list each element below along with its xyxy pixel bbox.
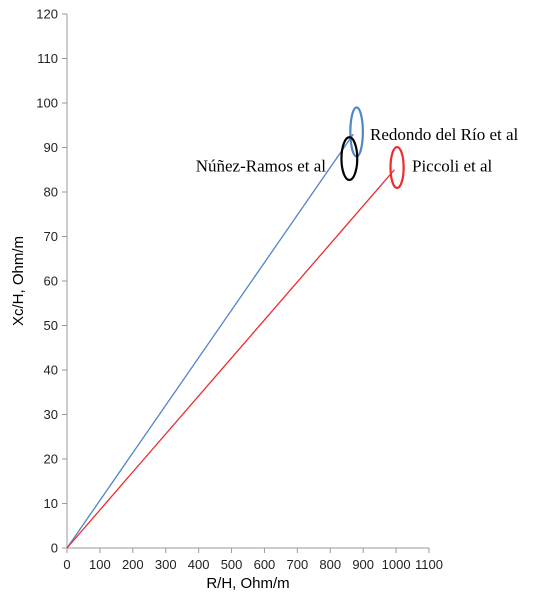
- x-tick-label: 600: [254, 557, 276, 572]
- axes: [66, 14, 429, 549]
- x-tick-label: 200: [122, 557, 144, 572]
- y-tick-label: 0: [51, 541, 58, 556]
- x-ticks: 0 100 200 300 400 500 600 700 800 900 1000 1100: [63, 548, 443, 572]
- annotation-label: Núñez-Ramos et al: [196, 156, 327, 175]
- y-tick-label: 120: [36, 7, 58, 22]
- ellipses: [340, 106, 405, 190]
- y-tick-label: 30: [44, 407, 58, 422]
- x-tick-label: 700: [287, 557, 309, 572]
- y-tick-label: 110: [37, 51, 58, 66]
- y-tick-label: 20: [44, 452, 58, 467]
- y-tick-label: 100: [36, 96, 58, 111]
- y-tick-label: 40: [44, 363, 58, 378]
- annotation-label: Redondo del Río et al: [370, 125, 519, 144]
- annotations: Redondo del Río et al Núñez-Ramos et al Pi…: [196, 125, 519, 175]
- y-tick-label: 60: [44, 274, 58, 289]
- x-tick-label: 1000: [382, 557, 411, 572]
- x-tick-label: 100: [89, 557, 111, 572]
- ellipse-2: [389, 145, 405, 190]
- y-tick-label: 10: [44, 496, 58, 511]
- x-axis-title: R/H, Ohm/m: [206, 575, 289, 592]
- series-lines: [66, 133, 395, 549]
- ellipse-1: [340, 136, 359, 182]
- y-tick-label: 90: [44, 140, 58, 155]
- x-tick-label: 800: [319, 557, 341, 572]
- x-tick-label: 500: [221, 557, 243, 572]
- x-tick-label: 900: [352, 557, 374, 572]
- series-line-1: [66, 169, 395, 549]
- x-tick-label: 400: [188, 557, 210, 572]
- y-tick-label: 70: [44, 229, 58, 244]
- y-ticks: 0 10 20 30 40 50 60 70 80 90 100 110 120: [36, 7, 67, 556]
- x-tick-label: 0: [63, 557, 70, 572]
- y-axis-title: Xc/H, Ohm/m: [10, 236, 27, 326]
- x-tick-label: 1100: [415, 557, 443, 572]
- y-tick-label: 80: [44, 185, 58, 200]
- series-line-0: [66, 133, 354, 549]
- annotation-label: Piccoli et al: [412, 156, 493, 175]
- y-tick-label: 50: [44, 318, 58, 333]
- x-tick-label: 300: [155, 557, 177, 572]
